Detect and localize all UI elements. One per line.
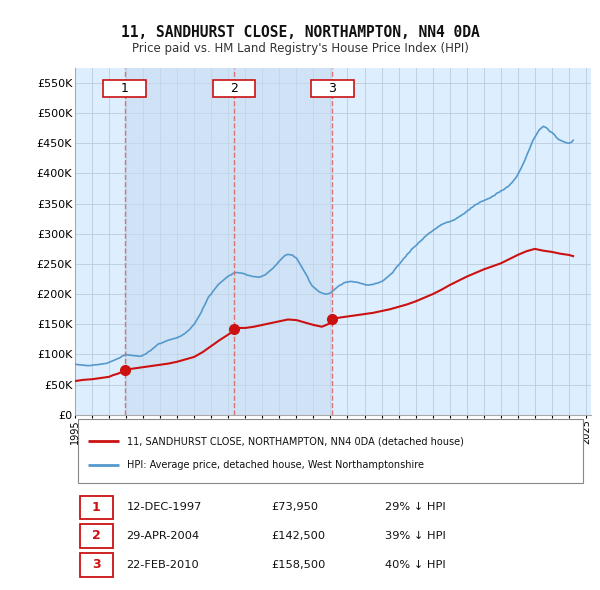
Text: 39% ↓ HPI: 39% ↓ HPI — [385, 531, 445, 541]
Text: 12-DEC-1997: 12-DEC-1997 — [127, 502, 202, 512]
Text: HPI: Average price, detached house, West Northamptonshire: HPI: Average price, detached house, West… — [127, 460, 424, 470]
FancyBboxPatch shape — [80, 553, 113, 577]
Text: 22-FEB-2010: 22-FEB-2010 — [127, 560, 199, 569]
Text: 3: 3 — [329, 82, 337, 95]
Text: 2: 2 — [92, 529, 101, 542]
Text: 40% ↓ HPI: 40% ↓ HPI — [385, 560, 445, 569]
Text: 11, SANDHURST CLOSE, NORTHAMPTON, NN4 0DA: 11, SANDHURST CLOSE, NORTHAMPTON, NN4 0D… — [121, 25, 479, 40]
Text: 11, SANDHURST CLOSE, NORTHAMPTON, NN4 0DA (detached house): 11, SANDHURST CLOSE, NORTHAMPTON, NN4 0D… — [127, 436, 463, 446]
Text: 29-APR-2004: 29-APR-2004 — [127, 531, 200, 541]
FancyBboxPatch shape — [311, 80, 354, 97]
Text: 1: 1 — [121, 82, 128, 95]
FancyBboxPatch shape — [80, 525, 113, 548]
Text: Price paid vs. HM Land Registry's House Price Index (HPI): Price paid vs. HM Land Registry's House … — [131, 42, 469, 55]
Text: £158,500: £158,500 — [271, 560, 325, 569]
Text: 2: 2 — [230, 82, 238, 95]
Text: £142,500: £142,500 — [271, 531, 325, 541]
Text: 29% ↓ HPI: 29% ↓ HPI — [385, 502, 445, 512]
Bar — [125, 68, 234, 415]
FancyBboxPatch shape — [80, 496, 113, 519]
Text: £73,950: £73,950 — [271, 502, 318, 512]
FancyBboxPatch shape — [103, 80, 146, 97]
FancyBboxPatch shape — [77, 419, 583, 483]
FancyBboxPatch shape — [212, 80, 255, 97]
Text: 1: 1 — [92, 500, 101, 513]
Text: 3: 3 — [92, 558, 100, 571]
Bar — [234, 68, 332, 415]
